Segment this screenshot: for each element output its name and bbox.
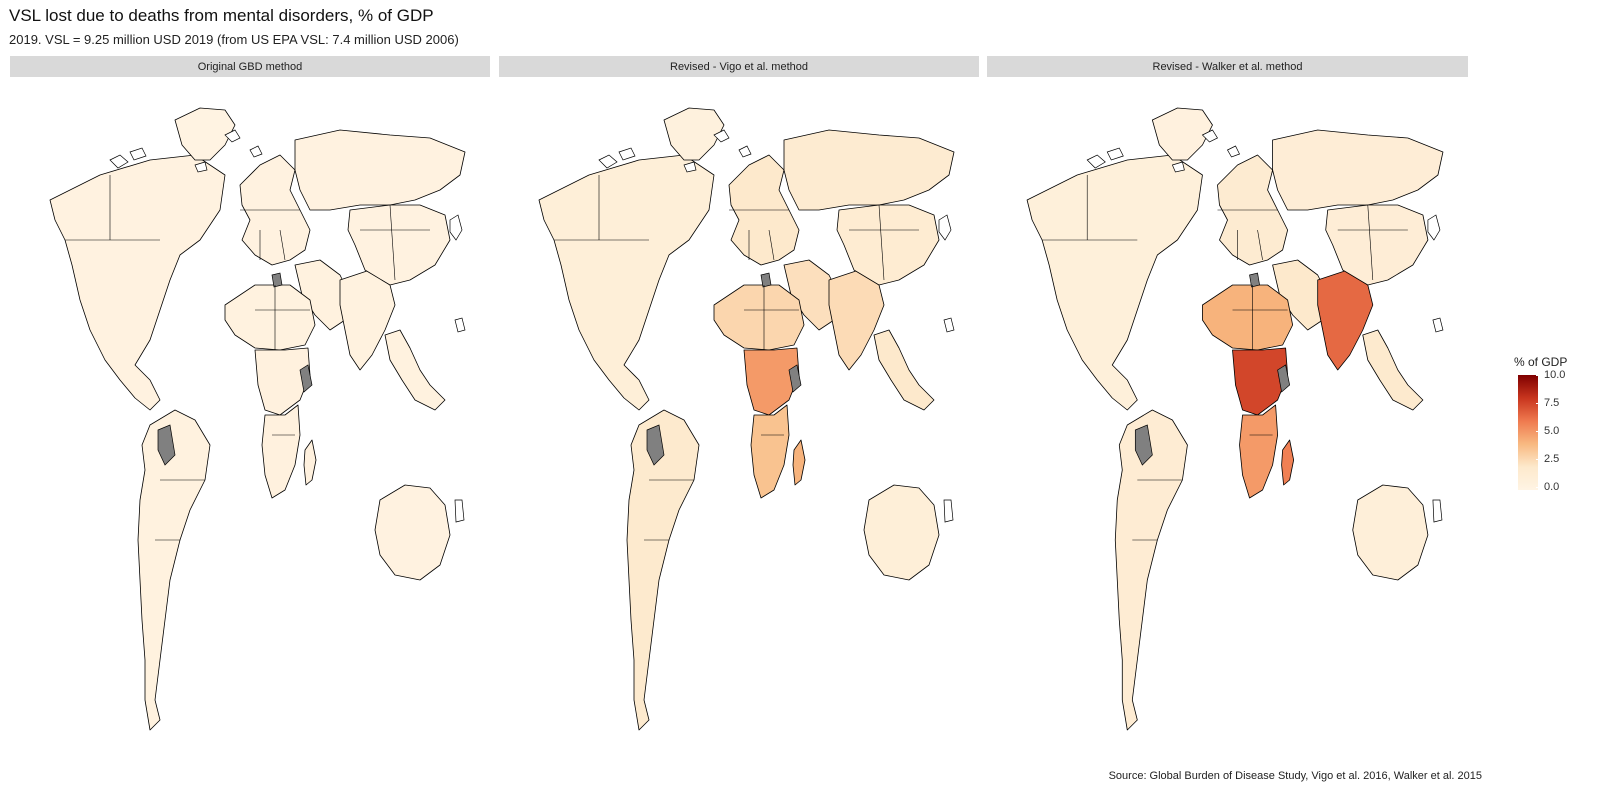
island [938,214,952,241]
region-east-asia [1325,204,1429,286]
region-australia [863,484,940,581]
region-south-america [626,409,700,731]
island [943,499,954,523]
region-russia [1272,129,1444,211]
island [1201,129,1218,143]
island [1171,161,1185,173]
island [224,129,241,143]
country-border [1367,204,1374,281]
world-map [49,107,466,731]
country-border [389,204,396,281]
source-caption: Source: Global Burden of Disease Study, … [1108,770,1482,782]
island [1086,154,1106,169]
island [738,145,752,158]
region-north-america [538,154,715,411]
island [454,499,465,523]
region-no-data [788,364,802,393]
region-east-asia [347,204,451,286]
region-greenland [174,107,236,161]
region-australia [1352,484,1429,581]
color-legend: % of GDP 10.0 7.5 5.0 2.5 0.0 [1514,355,1594,493]
region-no-data [299,364,313,393]
region-africa-north [1202,284,1294,351]
region-no-data [1134,424,1153,466]
map-panel-walker [987,80,1468,770]
region-south-america [1114,409,1188,731]
region-east-asia [836,204,940,286]
island [1427,214,1441,241]
region-africa-north [224,284,316,351]
region-africa-south [1239,404,1279,499]
legend-tick: 0.0 [1535,481,1560,493]
map-panel-original [10,80,490,770]
legend-tick: 7.5 [1535,397,1560,409]
region-no-data [271,272,283,288]
region-madagascar [1281,439,1295,486]
region-southeast-asia [1362,329,1424,411]
region-southeast-asia [873,329,935,411]
region-africa-central [254,347,311,416]
island [249,145,263,158]
island [598,154,618,169]
legend-colorbar [1518,375,1538,490]
region-south-america [137,409,211,731]
island [1432,317,1444,333]
legend-title: % of GDP [1514,355,1568,369]
region-no-data [646,424,665,466]
island [683,161,697,173]
island [1227,145,1241,158]
panel-strip-original: Original GBD method [10,56,490,77]
region-madagascar [303,439,317,486]
region-south-asia [1317,269,1374,371]
chart-subtitle: 2019. VSL = 9.25 million USD 2019 (from … [9,32,459,47]
region-greenland [1151,107,1213,161]
island [943,317,955,333]
country-border [1257,229,1263,261]
region-north-america [1026,154,1203,411]
region-no-data [157,424,176,466]
region-no-data [760,272,772,288]
region-southeast-asia [384,329,446,411]
panel-strip-vigo: Revised - Vigo et al. method [499,56,979,77]
region-australia [374,484,451,581]
island [454,317,466,333]
region-africa-south [261,404,301,499]
island [1106,147,1124,161]
island [713,129,730,143]
legend-tick: 5.0 [1535,425,1560,437]
world-map [538,107,955,731]
island [129,147,147,161]
region-no-data [1249,272,1260,288]
region-africa-north [713,284,805,351]
legend-tick: 10.0 [1535,369,1566,381]
region-russia [294,129,466,211]
island [449,214,463,241]
region-south-asia [828,269,885,371]
country-border [878,204,885,281]
country-border [768,229,775,261]
island [1432,499,1443,523]
legend-tick: 2.5 [1535,453,1560,465]
island [194,161,208,173]
region-russia [783,129,955,211]
region-africa-south [750,404,790,499]
chart-title: VSL lost due to deaths from mental disor… [9,6,434,25]
region-africa-central [743,347,800,416]
region-greenland [663,107,725,161]
panel-strip-walker: Revised - Walker et al. method [987,56,1468,77]
world-map [1026,107,1444,731]
region-madagascar [792,439,806,486]
map-panel-vigo [499,80,979,770]
island [109,154,129,169]
island [618,147,636,161]
region-south-asia [339,269,396,371]
region-africa-central [1232,347,1289,416]
country-border [279,229,286,261]
region-north-america [49,154,226,411]
region-no-data [1277,364,1291,393]
